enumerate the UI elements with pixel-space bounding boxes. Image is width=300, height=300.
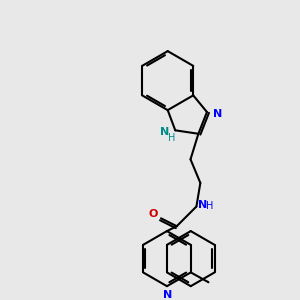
Text: N: N <box>160 127 169 137</box>
Text: N: N <box>163 290 172 300</box>
Text: N: N <box>213 109 222 119</box>
Text: N: N <box>198 200 207 210</box>
Text: H: H <box>168 133 175 143</box>
Text: O: O <box>148 209 158 219</box>
Text: H: H <box>206 200 214 211</box>
